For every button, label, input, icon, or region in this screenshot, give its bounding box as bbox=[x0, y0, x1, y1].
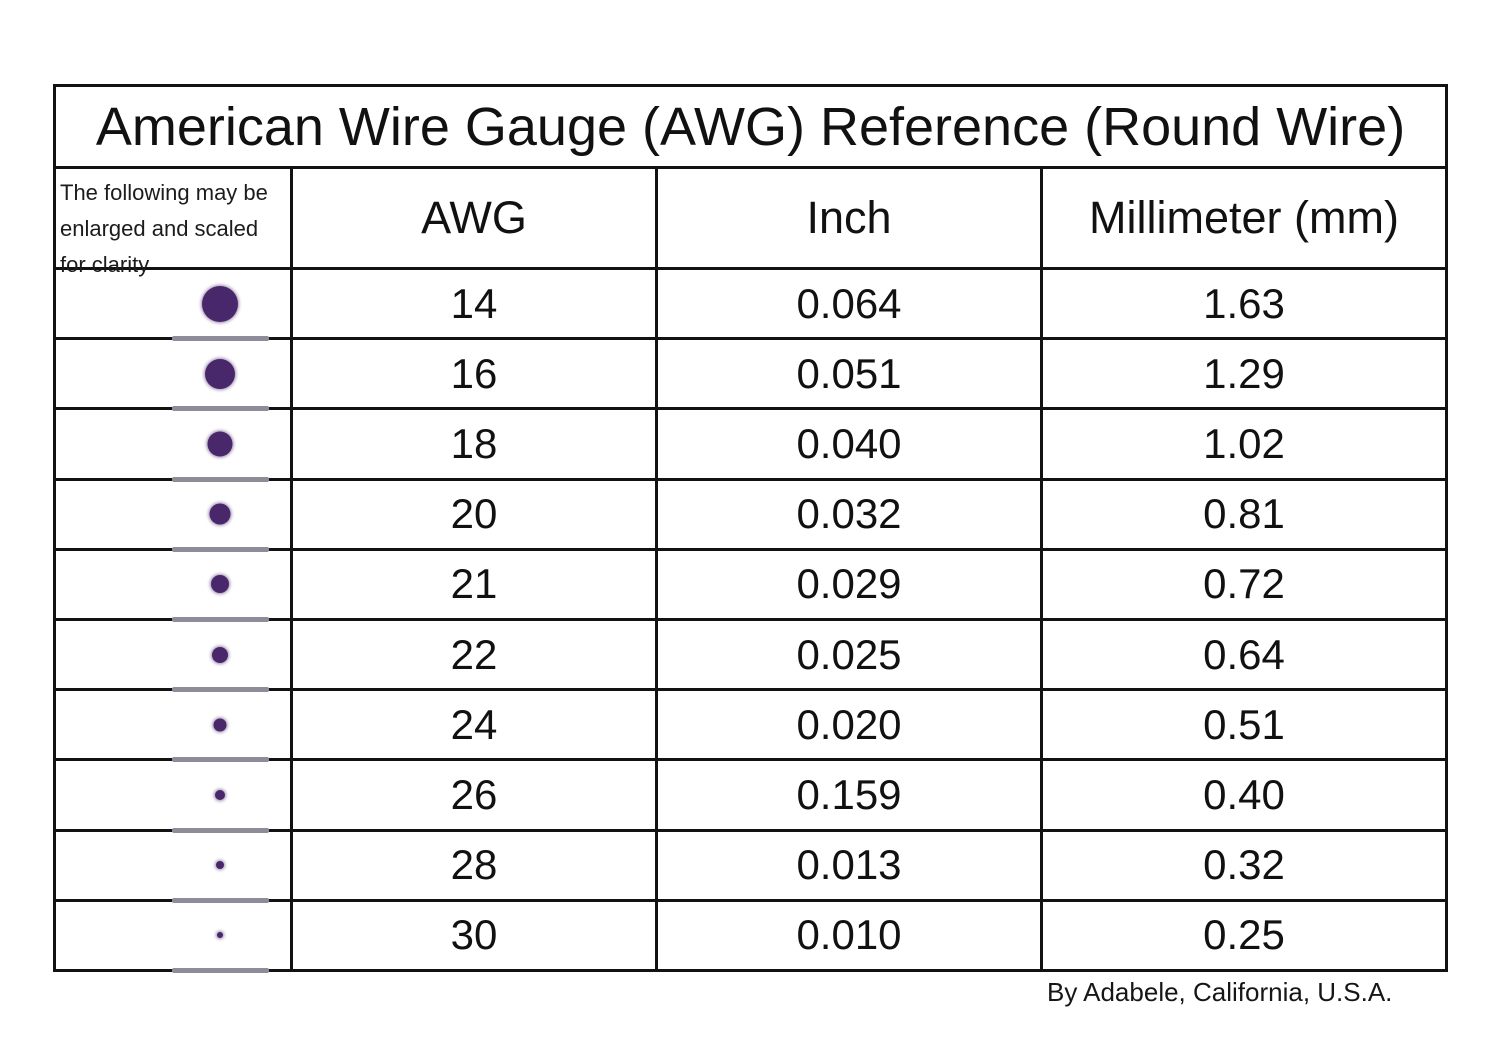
table-title-row: American Wire Gauge (AWG) Reference (Rou… bbox=[56, 87, 1445, 169]
wire-size-dot bbox=[212, 646, 228, 663]
attribution-text: By Adabele, California, U.S.A. bbox=[1047, 977, 1393, 1007]
awg-value: 18 bbox=[293, 410, 658, 478]
wire-size-dot bbox=[216, 861, 224, 870]
awg-reference-table: American Wire Gauge (AWG) Reference (Rou… bbox=[53, 84, 1448, 974]
wire-dot-cell bbox=[56, 480, 293, 552]
inch-value: 0.029 bbox=[658, 550, 1043, 619]
table-row: 28 0.013 0.32 bbox=[56, 831, 1445, 903]
dot-underline bbox=[172, 827, 269, 833]
wire-size-dot bbox=[209, 503, 231, 525]
mm-value: 1.63 bbox=[1203, 279, 1285, 327]
table-row: 18 0.040 1.02 bbox=[56, 410, 1445, 482]
dot-underline bbox=[172, 476, 269, 482]
mm-value: 0.32 bbox=[1203, 841, 1285, 889]
table-row: 14 0.064 1.63 bbox=[56, 270, 1445, 342]
awg-value: 26 bbox=[293, 761, 658, 829]
inch-value: 0.025 bbox=[658, 621, 1043, 689]
dot-underline bbox=[172, 897, 269, 903]
mm-value: 0.81 bbox=[1203, 490, 1285, 538]
wire-size-dot bbox=[205, 358, 235, 389]
table-row: 24 0.020 0.51 bbox=[56, 691, 1445, 763]
wire-dot-cell bbox=[56, 831, 293, 903]
awg-value: 22 bbox=[293, 621, 658, 689]
column-header-awg: AWG bbox=[293, 169, 658, 267]
wire-size-dot bbox=[207, 431, 233, 457]
awg-value: 14 bbox=[293, 270, 658, 338]
inch-value: 0.020 bbox=[658, 691, 1043, 759]
awg-value: 24 bbox=[293, 691, 658, 759]
dot-underline bbox=[172, 757, 269, 763]
mm-value: 0.64 bbox=[1203, 630, 1285, 678]
wire-dot-cell bbox=[56, 270, 293, 342]
table-body: 14 0.064 1.63 16 0.051 1.29 18 0.040 1.0… bbox=[56, 270, 1445, 974]
wire-size-dot bbox=[215, 790, 225, 801]
wire-size-dot bbox=[213, 718, 227, 732]
awg-value: 28 bbox=[293, 831, 658, 899]
dot-underline bbox=[172, 546, 269, 552]
mm-value: 0.51 bbox=[1203, 700, 1285, 748]
inch-value: 0.064 bbox=[658, 270, 1043, 338]
table-row: 20 0.032 0.81 bbox=[56, 480, 1445, 552]
awg-value: 20 bbox=[293, 480, 658, 548]
wire-dot-cell bbox=[56, 621, 293, 693]
inch-value: 0.051 bbox=[658, 340, 1043, 408]
dot-underline bbox=[172, 617, 269, 623]
wire-dot-cell bbox=[56, 410, 293, 482]
table-row: 26 0.159 0.40 bbox=[56, 761, 1445, 833]
dot-underline bbox=[172, 336, 269, 342]
column-header-mm: Millimeter (mm) bbox=[1089, 192, 1399, 243]
awg-value: 21 bbox=[293, 550, 658, 619]
wire-dot-cell bbox=[56, 901, 293, 974]
wire-size-dot bbox=[211, 575, 229, 594]
mm-value: 1.02 bbox=[1203, 420, 1285, 467]
column-header-inch: Inch bbox=[658, 169, 1043, 267]
wire-dot-cell bbox=[56, 691, 293, 763]
wire-dot-cell bbox=[56, 340, 293, 412]
mm-value: 0.40 bbox=[1203, 771, 1285, 819]
mm-value: 0.25 bbox=[1203, 911, 1285, 959]
table-row: 22 0.025 0.64 bbox=[56, 621, 1445, 693]
wire-dot-cell bbox=[56, 550, 293, 623]
dot-underline bbox=[172, 687, 269, 693]
table-row: 30 0.010 0.25 bbox=[56, 901, 1445, 974]
inch-value: 0.013 bbox=[658, 831, 1043, 899]
table-row: 16 0.051 1.29 bbox=[56, 340, 1445, 412]
awg-value: 30 bbox=[293, 901, 658, 970]
mm-value: 0.72 bbox=[1203, 560, 1285, 608]
wire-size-dot bbox=[217, 932, 223, 939]
dot-underline bbox=[172, 968, 269, 974]
inch-value: 0.010 bbox=[658, 901, 1043, 970]
table-header-row: The following may be enlarged and scaled… bbox=[56, 169, 1445, 277]
awg-value: 16 bbox=[293, 340, 658, 408]
dot-underline bbox=[172, 406, 269, 412]
inch-value: 0.032 bbox=[658, 480, 1043, 548]
header-note: The following may be enlarged and scaled… bbox=[56, 169, 293, 277]
wire-dot-cell bbox=[56, 761, 293, 833]
wire-size-dot bbox=[202, 285, 238, 322]
mm-value: 1.29 bbox=[1203, 349, 1285, 397]
inch-value: 0.040 bbox=[658, 410, 1043, 478]
page-title: American Wire Gauge (AWG) Reference (Rou… bbox=[95, 96, 1406, 157]
inch-value: 0.159 bbox=[658, 761, 1043, 829]
table-row: 21 0.029 0.72 bbox=[56, 550, 1445, 623]
